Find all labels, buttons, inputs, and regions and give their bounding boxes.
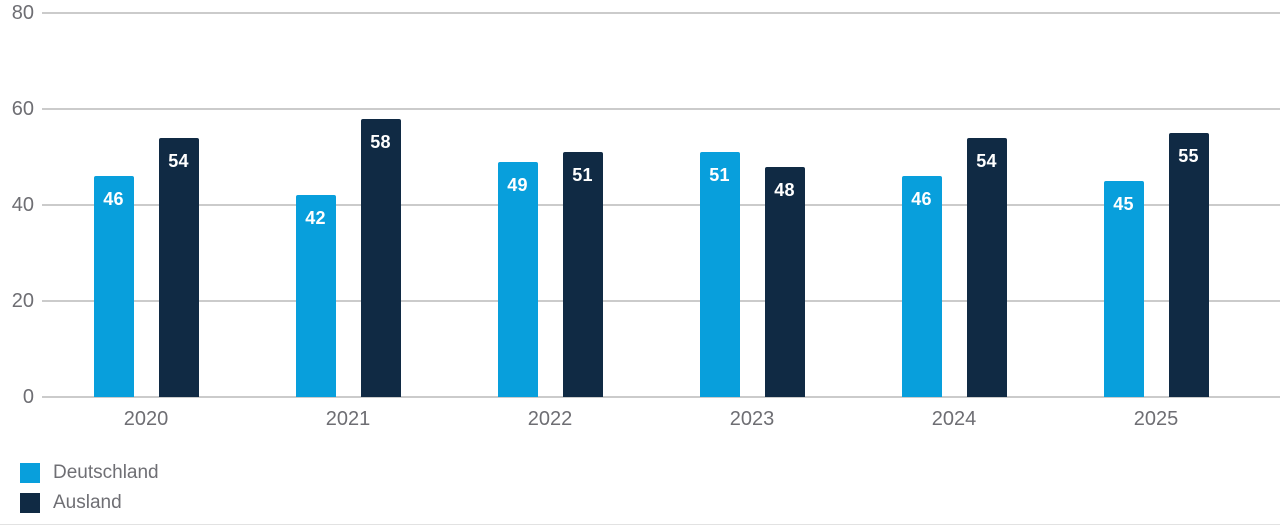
bar-ausland-2020: 54 — [158, 137, 199, 397]
value-label-ausland-2022: 51 — [572, 165, 593, 186]
y-tick-80: 80 — [11, 2, 34, 24]
legend-swatch-ausland — [20, 492, 40, 513]
value-label-ausland-2021: 58 — [370, 131, 391, 152]
gridline-y80 — [42, 12, 1280, 14]
y-tick-20: 20 — [11, 290, 34, 312]
gridline-y60 — [42, 108, 1280, 110]
value-label-deutschland-2021: 42 — [305, 208, 326, 229]
bar-deutschland-2023: 51 — [699, 152, 740, 397]
value-label-deutschland-2023: 51 — [709, 165, 730, 186]
bar-ausland-2024: 54 — [966, 137, 1007, 397]
legend-label-ausland: Ausland — [53, 492, 122, 513]
bar-ausland-2023: 48 — [764, 166, 805, 397]
legend-label-deutschland: Deutschland — [53, 462, 159, 483]
value-label-deutschland-2024: 46 — [911, 189, 932, 210]
gridline-y0 — [42, 396, 1280, 398]
bar-deutschland-2025: 45 — [1103, 181, 1144, 397]
x-tick-2021: 2021 — [325, 408, 371, 430]
bar-ausland-2022: 51 — [562, 152, 603, 397]
gridline-y20 — [42, 300, 1280, 302]
value-label-ausland-2024: 54 — [976, 150, 997, 171]
legend: Deutschland Ausland — [20, 462, 159, 513]
legend-swatch-deutschland — [20, 462, 40, 483]
x-tick-2025: 2025 — [1133, 408, 1179, 430]
bar-deutschland-2021: 42 — [295, 195, 336, 397]
bar-ausland-2025: 55 — [1168, 133, 1209, 397]
gridline-y40 — [42, 204, 1280, 206]
value-label-ausland-2020: 54 — [168, 150, 189, 171]
value-label-deutschland-2025: 45 — [1113, 194, 1134, 214]
x-tick-2023: 2023 — [729, 408, 775, 430]
value-label-deutschland-2022: 49 — [507, 174, 528, 195]
bar-ausland-2021: 58 — [360, 118, 401, 397]
bar-deutschland-2020: 46 — [93, 176, 134, 397]
bar-deutschland-2024: 46 — [901, 176, 942, 397]
bottom-divider — [0, 523, 1280, 525]
x-tick-2020: 2020 — [123, 408, 169, 430]
plot-area: 0 20 40 60 80 46 54 2020 42 58 2021 49 51 2022 51 48 202… — [11, 2, 1280, 430]
bar-deutschland-2022: 49 — [497, 161, 538, 397]
value-label-deutschland-2020: 46 — [103, 189, 124, 210]
x-tick-2024: 2024 — [931, 408, 977, 430]
x-tick-2022: 2022 — [527, 408, 573, 430]
y-tick-0: 0 — [22, 386, 34, 408]
legend-item-ausland: Ausland — [20, 492, 159, 513]
value-label-ausland-2023: 48 — [774, 179, 795, 200]
value-label-ausland-2025: 55 — [1178, 146, 1199, 166]
legend-item-deutschland: Deutschland — [20, 462, 159, 483]
y-tick-40: 40 — [11, 194, 34, 216]
y-tick-60: 60 — [11, 98, 34, 120]
